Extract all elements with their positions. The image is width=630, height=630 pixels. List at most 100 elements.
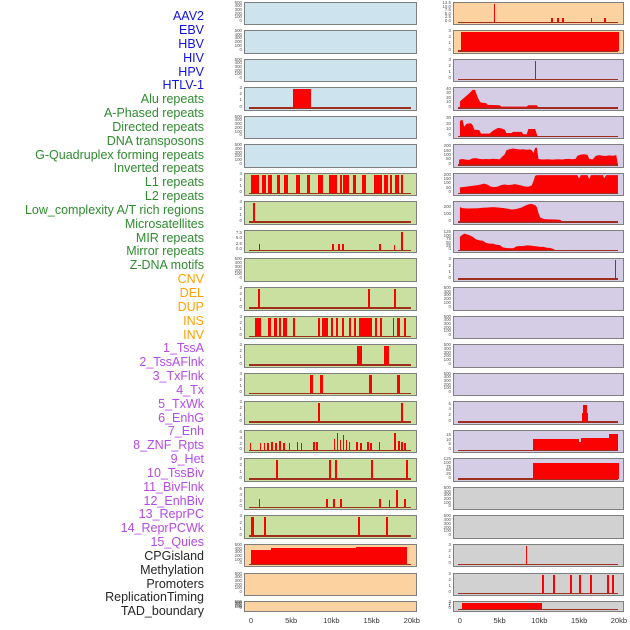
track-5_TxWk bbox=[453, 172, 624, 197]
track-label-Methylation: Methylation bbox=[140, 562, 204, 577]
y-axis-tick: 125 bbox=[443, 456, 451, 462]
y-axis-tick: 3 bbox=[239, 199, 242, 205]
red-bar bbox=[369, 374, 372, 394]
red-bar bbox=[384, 174, 389, 194]
track-label-7_Enh: 7_Enh bbox=[167, 424, 204, 439]
red-bar bbox=[552, 574, 556, 593]
y-axis-tick: 500 bbox=[443, 513, 451, 519]
y-axis-tick: 300 bbox=[234, 35, 242, 41]
y-axis-tick: 100 bbox=[443, 300, 451, 305]
red-bar bbox=[259, 442, 262, 451]
area-fill bbox=[459, 233, 556, 251]
track-HBV bbox=[244, 58, 417, 83]
y-axis-tick: 500 bbox=[234, 28, 242, 34]
track-7_Enh bbox=[453, 229, 624, 254]
y-axis-tick: 1 bbox=[239, 468, 242, 474]
track-Mirror repeats bbox=[244, 486, 417, 511]
red-bar bbox=[393, 244, 396, 251]
y-axis-tick: 1 bbox=[448, 269, 451, 274]
x-axis-tick: 5kb bbox=[285, 616, 298, 625]
track-label-CNV: CNV bbox=[177, 272, 204, 287]
y-axis-tick: 100 bbox=[443, 385, 451, 391]
red-bar bbox=[249, 442, 252, 451]
y-axis-tick: 300 bbox=[234, 64, 242, 70]
track-HPV bbox=[244, 115, 417, 140]
track-label-L1 repeats: L1 repeats bbox=[144, 175, 204, 190]
y-axis-tick: 0 bbox=[448, 589, 451, 595]
track-label-15_Quies: 15_Quies bbox=[150, 535, 204, 550]
y-axis-tick: 500 bbox=[234, 599, 242, 605]
track-TAD_boundary bbox=[453, 601, 624, 612]
red-bar bbox=[295, 174, 300, 194]
y-axis-tick: 500 bbox=[443, 342, 451, 348]
red-bar bbox=[401, 174, 404, 194]
y-axis-tick: 0 bbox=[239, 417, 242, 423]
track-Z-DNA motifs bbox=[244, 515, 417, 539]
y-axis-tick: 500 bbox=[234, 142, 242, 148]
y-axis-tick: 300 bbox=[443, 321, 451, 327]
red-bar bbox=[562, 17, 564, 22]
red-bar bbox=[606, 574, 610, 593]
y-axis-tick: 500 bbox=[234, 570, 242, 576]
track-INV bbox=[453, 30, 624, 54]
y-axis-tick: 5 bbox=[448, 441, 451, 447]
red-bar bbox=[326, 498, 328, 508]
y-axis-tick: 2 bbox=[239, 205, 242, 211]
y-axis-tick: 3 bbox=[448, 28, 451, 34]
signal-baseline bbox=[458, 164, 618, 166]
y-axis-tick: 400 bbox=[443, 488, 451, 494]
red-bar bbox=[396, 317, 401, 337]
y-axis-tick: 150 bbox=[443, 147, 451, 153]
y-axis-tick: 2 bbox=[448, 34, 451, 40]
y-axis-tick: 0 bbox=[239, 303, 242, 309]
signal-baseline bbox=[249, 478, 411, 480]
track-label-DEL: DEL bbox=[179, 286, 204, 300]
red-bar bbox=[373, 174, 382, 194]
y-axis-tick: 40 bbox=[446, 86, 451, 92]
track-CPGisland bbox=[453, 486, 624, 511]
y-axis-tick: 0 bbox=[239, 503, 242, 509]
y-axis-tick: 2 bbox=[239, 497, 242, 503]
y-axis-tick: 2.5 bbox=[235, 241, 242, 247]
track-MIR repeats bbox=[244, 458, 417, 482]
red-bar bbox=[551, 18, 553, 22]
y-axis-tick: 2 bbox=[448, 601, 451, 607]
y-axis-tick: 6 bbox=[448, 400, 451, 406]
y-axis-tick: 200 bbox=[443, 296, 451, 302]
red-bar bbox=[405, 460, 408, 479]
y-axis-tick: 30 bbox=[446, 115, 451, 121]
red-bar bbox=[348, 441, 351, 451]
red-bar bbox=[335, 317, 338, 337]
y-axis-tick: 2 bbox=[448, 548, 451, 554]
y-axis-tick: 1 bbox=[239, 411, 242, 417]
y-axis-tick: 0 bbox=[239, 103, 242, 109]
red-bar bbox=[253, 203, 256, 222]
track-label-4_Tx: 4_Tx bbox=[176, 382, 204, 397]
y-axis-tick: 2 bbox=[239, 377, 242, 383]
y-axis-tick: 3 bbox=[239, 342, 242, 348]
track-label-9_Het: 9_Het bbox=[170, 452, 204, 467]
red-bar bbox=[258, 499, 261, 508]
y-axis-tick: 2 bbox=[239, 177, 242, 183]
y-axis-tick: 400 bbox=[443, 517, 451, 523]
red-bar bbox=[339, 440, 342, 451]
red-bar bbox=[604, 18, 606, 22]
red-bar bbox=[534, 60, 537, 80]
track-label-Directed repeats: Directed repeats bbox=[112, 119, 204, 134]
red-bar bbox=[339, 174, 342, 194]
red-bar bbox=[400, 403, 403, 422]
y-axis-tick: 3 bbox=[448, 542, 451, 548]
y-axis-tick: 200 bbox=[443, 524, 451, 530]
red-bar bbox=[541, 574, 545, 593]
track-DNA transposons bbox=[244, 258, 417, 282]
y-axis-tick: 200 bbox=[443, 324, 451, 330]
track-13_ReprPC bbox=[453, 401, 624, 425]
y-axis-tick: 5.0 bbox=[235, 235, 242, 241]
y-axis-tick: 3 bbox=[239, 285, 242, 291]
signal-baseline bbox=[458, 563, 618, 566]
y-axis-tick: 2 bbox=[239, 462, 242, 468]
track-14_ReprPCWk bbox=[453, 429, 624, 454]
y-axis-tick: 50 bbox=[446, 185, 451, 191]
red-bar bbox=[362, 174, 367, 194]
y-axis-tick: 50 bbox=[446, 467, 451, 473]
